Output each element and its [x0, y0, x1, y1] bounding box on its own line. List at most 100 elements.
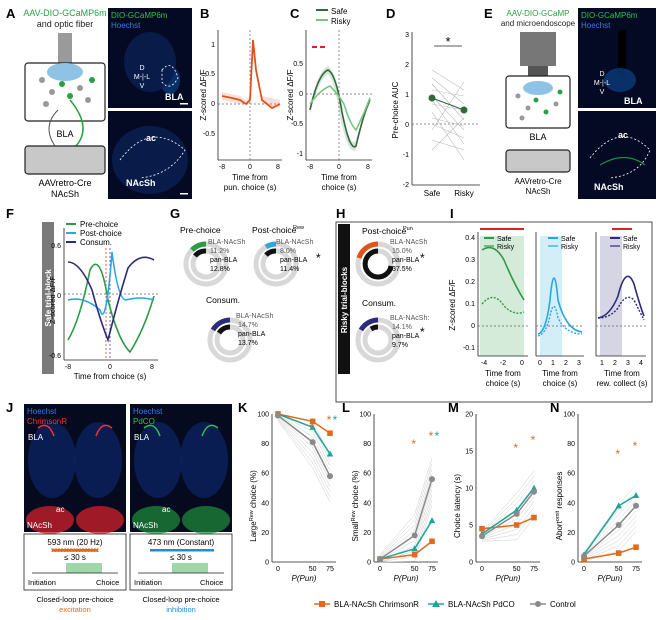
n-point	[615, 522, 622, 528]
i2-safe-trace	[537, 277, 583, 335]
k-xtick: 0	[276, 566, 280, 573]
a-img-mlat: M-|-L	[134, 74, 150, 81]
m-ytick: 10	[465, 486, 473, 493]
k-individual-trace	[277, 418, 331, 492]
n-star: *	[633, 439, 638, 453]
i3-legend-safe: Safe	[623, 236, 638, 243]
n-xlabel: P(Pun)	[598, 574, 623, 583]
b-xtick: 8	[276, 164, 280, 171]
m-ytick: 5	[469, 523, 473, 530]
m-individual-trace	[481, 481, 535, 535]
k-point	[309, 418, 316, 425]
panel-label-f: F	[6, 206, 14, 221]
k-ytick: 60	[261, 471, 269, 478]
j-r-init: Initiation	[134, 578, 162, 587]
k-individual-trace	[277, 420, 331, 503]
g-pre-title: Pre-choice	[180, 225, 221, 235]
g-post-star: *	[316, 251, 321, 265]
a-img-title: DIO-GCaMP6m	[111, 11, 168, 20]
m-individual-trace	[481, 496, 535, 538]
panel-label-j: J	[6, 400, 13, 415]
k-xtick: 50	[309, 566, 317, 573]
e-img-title: DIO-GCaMP6m	[581, 11, 638, 20]
j-l-nacsh: NAcSh	[27, 521, 52, 530]
c-xlabel-1: Time from	[321, 173, 357, 182]
n-individual-trace	[583, 500, 637, 556]
k-point	[275, 412, 281, 419]
k-star: *	[309, 421, 314, 435]
k-ylabel: LargeRew choice (%)	[249, 470, 258, 542]
a-virus-line1: AAV-DIO-GCaMP6m	[23, 8, 106, 18]
l-xtick: 0	[378, 566, 382, 573]
b-ytick: 1	[211, 42, 215, 49]
k-xlabel: P(Pun)	[292, 574, 317, 583]
j-r-ac: ac	[162, 505, 170, 514]
h-post-bv: 37.5%	[392, 266, 412, 273]
panel-label-l: L	[342, 400, 350, 415]
e-img-hoechst: Hoechst	[581, 21, 611, 30]
panel-label-k: K	[238, 400, 248, 415]
i2-legend-risky: Risky	[561, 244, 579, 251]
j-l-ac: ac	[56, 505, 64, 514]
l-individual-trace	[379, 484, 433, 561]
i3-legend-risky: Risky	[623, 244, 641, 251]
l-individual-trace	[379, 458, 433, 556]
i2-xlabel-2: choice (s)	[543, 379, 578, 388]
n-individual-trace	[583, 495, 637, 555]
d-ylabel: Pre-choice AUC	[391, 81, 400, 138]
n-ytick: 100	[563, 412, 575, 419]
j-l-cap2: excitation	[59, 605, 91, 614]
g-post-sup: Rew	[293, 225, 304, 231]
panel-label-h: H	[336, 206, 345, 221]
g-con-av: 14.7%	[238, 322, 258, 329]
l-point	[429, 538, 435, 545]
panel-g: Pre-choice BLA-NAcSh 11.2% pan-BLA 12.8%…	[180, 225, 321, 363]
e-retro-line1: AAVretro-Cre	[514, 177, 562, 186]
m-individual-trace	[481, 476, 535, 534]
f-ytick: 0	[57, 293, 61, 300]
i1-xtick: -2	[500, 360, 506, 367]
n-xtick: 50	[615, 566, 623, 573]
n-ytick: 0	[571, 560, 575, 567]
f-xtick: 0	[108, 364, 112, 371]
n-ylabel: Abortomit responses	[555, 472, 564, 541]
c-xlabel-2: choice (s)	[322, 183, 357, 192]
d-ytick: 2	[405, 62, 409, 69]
i2-xtick: 0	[538, 360, 542, 367]
i2-xtick: 1	[551, 360, 555, 367]
e-micrograph-bottom	[578, 111, 656, 199]
k-star: *	[327, 413, 332, 427]
i3-xtick: 2	[613, 360, 617, 367]
panel-label-c: C	[290, 6, 300, 21]
h-con-a: BLA-NAcSh:	[390, 315, 429, 322]
i1-xlabel-2: choice (s)	[486, 379, 521, 388]
panel-label-m: M	[448, 400, 459, 415]
n-ytick: 60	[567, 471, 575, 478]
g-pre-bv: 12.8%	[210, 266, 230, 273]
k-ytick: 0	[265, 560, 269, 567]
m-point	[530, 484, 538, 491]
h-frame	[335, 221, 653, 403]
m-point	[479, 525, 485, 532]
legend-pdco: BLA-NAcSh PdCO	[448, 600, 515, 609]
panel-d: 3 2 1 0 -1 -2 * Pre-choice AUC Safe Risk…	[391, 32, 480, 198]
f-pre-trace	[67, 263, 155, 354]
f-consum-trace	[67, 256, 155, 343]
f-post-trace	[67, 251, 155, 315]
a-img-v: V	[140, 83, 145, 90]
f-ytick: -0.6	[49, 353, 61, 360]
m-ytick: 15	[465, 449, 473, 456]
m-ytick: 20	[465, 412, 473, 419]
e-virus-line2: and microendoscope	[501, 19, 576, 28]
f-legend-pre: Pre-choice	[80, 220, 119, 229]
f-ytick: 0.6	[51, 243, 61, 250]
b-ytick: 0	[211, 101, 215, 108]
e-img-d: D	[599, 71, 604, 78]
j-l-init: Initiation	[28, 578, 56, 587]
h-side-label: Risky trial-blocks	[340, 266, 349, 333]
b-ytick: 0.5	[205, 71, 215, 78]
n-point	[615, 550, 622, 556]
n-point	[615, 502, 622, 509]
n-point	[632, 492, 640, 498]
c-xtick: -8	[307, 164, 313, 171]
